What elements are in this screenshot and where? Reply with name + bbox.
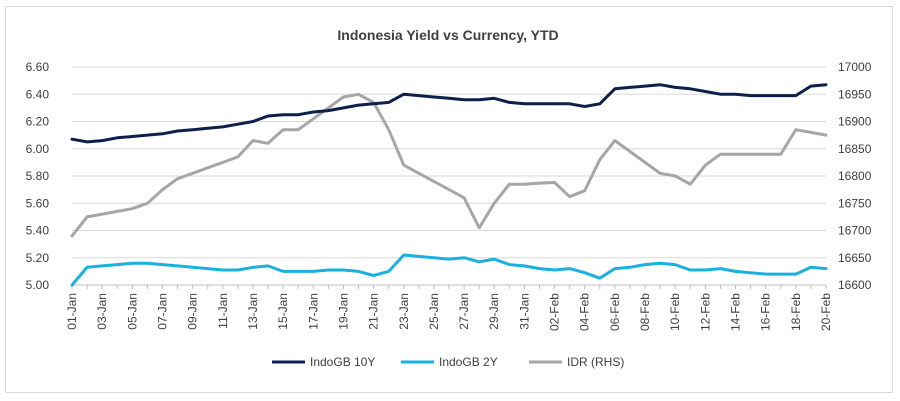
x-tick-label: 13-Jan	[246, 293, 260, 330]
x-tick-label: 25-Jan	[427, 293, 441, 330]
x-tick-label: 18-Feb	[789, 293, 803, 331]
x-tick-label: 20-Feb	[819, 293, 833, 331]
series-line-indogb-10y	[70, 83, 828, 144]
left-y-tick-label: 6.00	[26, 142, 50, 156]
left-y-tick-label: 5.60	[26, 196, 50, 210]
left-y-tick-label: 5.00	[26, 278, 50, 292]
x-tick-label: 05-Jan	[125, 293, 139, 330]
x-tick-label: 27-Jan	[457, 293, 471, 330]
x-tick-label: 15-Jan	[276, 293, 290, 330]
x-tick-label: 11-Jan	[216, 293, 230, 329]
right-y-tick-label: 17000	[838, 60, 872, 74]
right-y-axis: 16600 16650 16700 16750 16800 16850 16900 16950…	[838, 60, 872, 292]
x-axis: 01-Jan 03-Jan 05-Jan 07-Jan 09-Jan 11-Jan 13-J…	[65, 285, 833, 331]
right-y-tick-label: 16750	[838, 196, 872, 210]
right-y-tick-label: 16900	[838, 115, 872, 129]
series-lines	[70, 83, 828, 287]
x-tick-label: 14-Feb	[729, 293, 743, 331]
legend-label: IndoGB 2Y	[439, 355, 498, 369]
x-tick-label: 16-Feb	[759, 293, 773, 331]
left-y-tick-label: 6.60	[26, 60, 50, 74]
x-tick-label: 21-Jan	[367, 293, 381, 330]
right-y-tick-label: 16850	[838, 142, 872, 156]
left-y-tick-label: 5.40	[26, 224, 50, 238]
right-y-tick-label: 16700	[838, 224, 872, 238]
x-tick-label: 01-Jan	[65, 293, 79, 330]
right-y-tick-label: 16600	[838, 278, 872, 292]
left-y-tick-label: 6.20	[26, 115, 50, 129]
x-tick-label: 31-Jan	[517, 293, 531, 330]
right-y-tick-label: 16950	[838, 87, 872, 101]
x-tick-label: 08-Feb	[638, 293, 652, 331]
series-line-indogb-2y	[70, 253, 828, 287]
x-tick-label: 23-Jan	[397, 293, 411, 330]
left-y-tick-label: 5.80	[26, 169, 50, 183]
x-tick-label: 02-Feb	[548, 293, 562, 331]
gridlines	[72, 66, 826, 286]
x-tick-label: 07-Jan	[155, 293, 169, 330]
x-tick-label: 29-Jan	[487, 293, 501, 330]
series-line-idr-rhs	[70, 92, 828, 238]
right-y-tick-label: 16800	[838, 169, 872, 183]
x-tick-label: 09-Jan	[186, 293, 200, 330]
legend: IndoGB 10Y IndoGB 2Y IDR (RHS)	[272, 355, 624, 369]
x-tick-label: 10-Feb	[668, 293, 682, 331]
x-tick-label: 03-Jan	[95, 293, 109, 330]
chart-title: Indonesia Yield vs Currency, YTD	[337, 27, 558, 43]
left-y-tick-label: 5.20	[26, 251, 50, 265]
left-y-axis: 5.00 5.20 5.40 5.60 5.80 6.00 6.20 6.40 6.60	[26, 60, 50, 292]
left-y-tick-label: 6.40	[26, 87, 50, 101]
x-tick-label: 04-Feb	[578, 293, 592, 331]
right-y-tick-label: 16650	[838, 251, 872, 265]
legend-label: IDR (RHS)	[567, 355, 624, 369]
x-tick-label: 17-Jan	[306, 293, 320, 330]
legend-label: IndoGB 10Y	[310, 355, 375, 369]
x-tick-label: 19-Jan	[336, 293, 350, 330]
x-tick-label: 06-Feb	[608, 293, 622, 331]
x-tick-label: 12-Feb	[698, 293, 712, 331]
